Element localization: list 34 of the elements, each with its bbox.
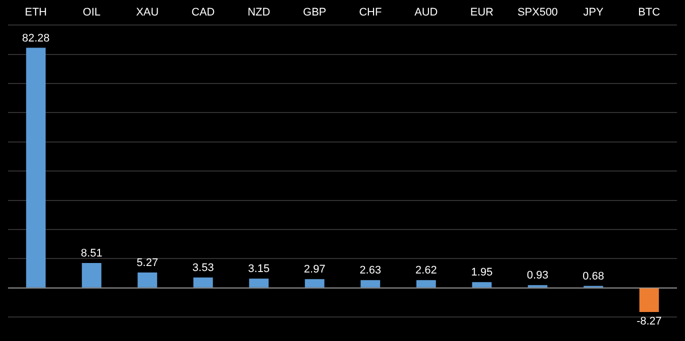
x-tick-label: NZD: [248, 6, 270, 19]
data-label: 0.68: [582, 270, 604, 282]
data-label: 1.95: [471, 266, 493, 279]
data-label: 2.63: [360, 264, 382, 277]
x-tick-label: CHF: [359, 6, 382, 19]
bar: [639, 288, 659, 312]
bar: [82, 262, 102, 288]
data-label: 82.28: [22, 32, 50, 44]
x-tick-label: XAU: [136, 6, 159, 19]
bar: [26, 48, 46, 288]
bar: [249, 278, 269, 288]
data-label: 2.97: [304, 264, 326, 276]
data-label: 5.27: [136, 256, 158, 269]
x-tick-label: BTC: [638, 6, 660, 19]
bar: [416, 280, 436, 288]
bar: [360, 280, 380, 288]
bar: [472, 282, 492, 288]
x-tick-label: OIL: [82, 6, 100, 19]
data-label: 2.62: [415, 264, 437, 277]
x-tick-label: CAD: [192, 6, 215, 19]
bar: [138, 272, 158, 288]
x-tick-label: ETH: [24, 6, 47, 19]
x-tick-label: AUD: [414, 6, 438, 19]
data-label: 3.15: [248, 263, 270, 276]
x-tick-label: GBP: [303, 6, 326, 19]
x-tick-label: SPX500: [517, 6, 558, 19]
data-label: 8.51: [80, 248, 102, 260]
data-label: -8.27: [636, 315, 662, 328]
x-tick-label: EUR: [470, 6, 494, 19]
x-tick-label: JPY: [583, 6, 604, 19]
bar: [304, 279, 324, 288]
data-label: 0.93: [526, 270, 548, 282]
bar: [193, 278, 213, 288]
data-label: 3.53: [192, 262, 214, 274]
